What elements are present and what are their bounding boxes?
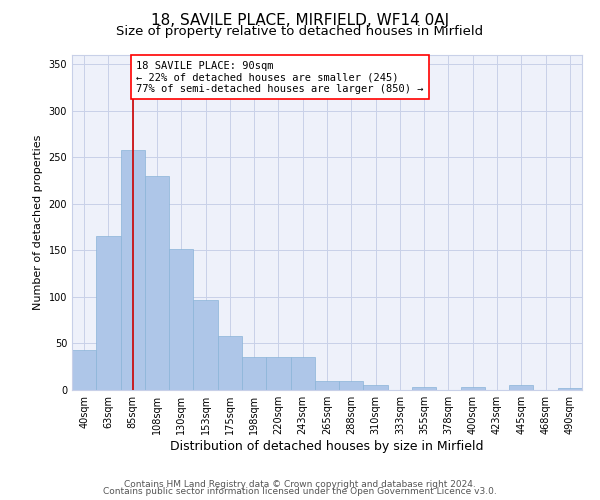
Text: 18 SAVILE PLACE: 90sqm
← 22% of detached houses are smaller (245)
77% of semi-de: 18 SAVILE PLACE: 90sqm ← 22% of detached… xyxy=(136,60,424,94)
Bar xyxy=(315,380,339,390)
Text: Size of property relative to detached houses in Mirfield: Size of property relative to detached ho… xyxy=(116,25,484,38)
Bar xyxy=(290,358,315,390)
Text: Contains HM Land Registry data © Crown copyright and database right 2024.: Contains HM Land Registry data © Crown c… xyxy=(124,480,476,489)
Bar xyxy=(558,388,582,390)
Bar xyxy=(461,387,485,390)
Bar xyxy=(193,300,218,390)
Bar xyxy=(509,386,533,390)
Bar xyxy=(96,236,121,390)
Bar xyxy=(242,358,266,390)
Bar xyxy=(218,336,242,390)
Bar xyxy=(121,150,145,390)
Bar xyxy=(266,358,290,390)
Bar xyxy=(412,387,436,390)
Bar xyxy=(72,350,96,390)
Bar xyxy=(145,176,169,390)
Text: Contains public sector information licensed under the Open Government Licence v3: Contains public sector information licen… xyxy=(103,488,497,496)
X-axis label: Distribution of detached houses by size in Mirfield: Distribution of detached houses by size … xyxy=(170,440,484,453)
Y-axis label: Number of detached properties: Number of detached properties xyxy=(33,135,43,310)
Bar xyxy=(364,386,388,390)
Bar xyxy=(339,380,364,390)
Text: 18, SAVILE PLACE, MIRFIELD, WF14 0AJ: 18, SAVILE PLACE, MIRFIELD, WF14 0AJ xyxy=(151,12,449,28)
Bar xyxy=(169,248,193,390)
